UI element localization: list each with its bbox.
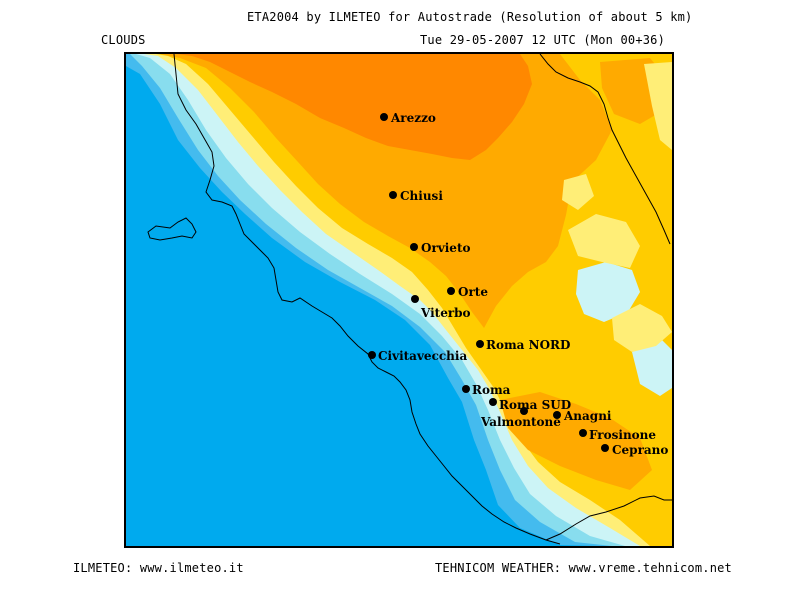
city-orte: Orte	[447, 285, 488, 299]
city-label: Anagni	[563, 409, 612, 423]
city-roma-nord: Roma NORD	[476, 338, 570, 352]
city-label: Ceprano	[612, 443, 668, 457]
city-label: Orvieto	[421, 241, 471, 255]
city-label: Chiusi	[400, 189, 443, 203]
city-label: Roma	[472, 383, 511, 397]
footer-credit-ilmeteo: ILMETEO: www.ilmeteo.it	[73, 561, 244, 575]
city-roma: Roma	[462, 383, 511, 397]
forecast-time: Tue 29-05-2007 12 UTC (Mon 00+36)	[420, 33, 666, 47]
city-label: Valmontone	[480, 415, 561, 429]
clear-patch-2	[632, 338, 672, 396]
cloud-max-area	[176, 54, 532, 160]
city-frosinone: Frosinone	[579, 428, 656, 442]
city-label: Frosinone	[589, 428, 656, 442]
city-civitavecchia: Civitavecchia	[368, 349, 467, 363]
cloud-high-patch-south	[500, 392, 652, 490]
city-roma-sud: Roma SUD	[489, 398, 571, 412]
coastline	[173, 54, 561, 545]
clear-patch-3	[562, 174, 594, 210]
city-label: Arezzo	[390, 111, 436, 125]
city-label: Viterbo	[420, 306, 471, 320]
city-orvieto: Orvieto	[410, 241, 471, 255]
city-arezzo: Arezzo	[380, 111, 436, 125]
clear-patch-4	[568, 214, 640, 268]
footer-credit-tehnicom: TEHNICOM WEATHER: www.vreme.tehnicom.net	[435, 561, 732, 575]
map-panel: Arezzo Chiusi Orvieto Orte Viterbo Roma …	[124, 52, 674, 548]
product-label: CLOUDS	[101, 33, 146, 47]
city-viterbo: Viterbo	[411, 295, 471, 320]
regional-boundary-east	[539, 54, 671, 245]
clear-patch-5	[612, 304, 672, 352]
map-title: ETA2004 by ILMETEO for Autostrade (Resol…	[247, 10, 693, 24]
regional-boundary-south	[545, 495, 672, 541]
city-label: Roma NORD	[486, 338, 570, 352]
city-markers: Arezzo Chiusi Orvieto Orte Viterbo Roma …	[368, 111, 668, 457]
clear-patch-1	[576, 262, 640, 322]
city-label: Orte	[458, 285, 488, 299]
cloud-cover-map: Arezzo Chiusi Orvieto Orte Viterbo Roma …	[126, 54, 672, 546]
clear-patch-6	[644, 62, 672, 150]
city-anagni: Anagni	[553, 409, 612, 423]
city-chiusi: Chiusi	[389, 189, 443, 203]
city-label: Roma SUD	[499, 398, 571, 412]
city-valmontone: Valmontone	[480, 407, 561, 429]
island	[147, 217, 197, 241]
city-label: Civitavecchia	[378, 349, 467, 363]
city-ceprano: Ceprano	[601, 443, 668, 457]
